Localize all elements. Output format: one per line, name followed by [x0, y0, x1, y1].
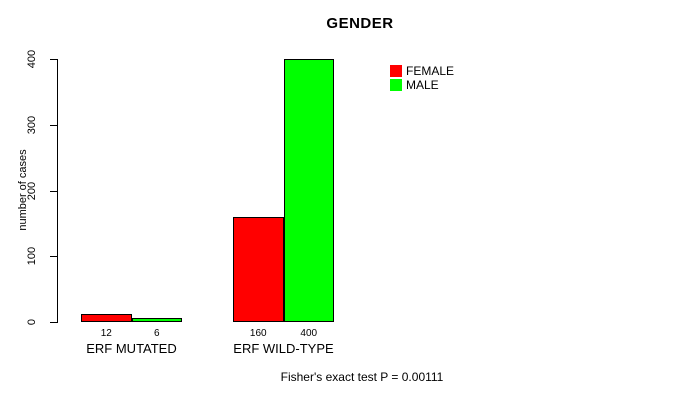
annotation-fisher-test: Fisher's exact test P = 0.00111 — [280, 370, 444, 384]
chart-title: GENDER — [326, 15, 394, 32]
x-category-label: ERF MUTATED — [86, 341, 177, 356]
y-tick-label: 400 — [26, 49, 38, 69]
y-axis-tick — [50, 255, 57, 257]
y-axis-tick — [50, 321, 57, 323]
bar-value-label: 6 — [153, 328, 160, 339]
bar-erf-mutated-female — [81, 314, 132, 322]
bar-erf-mutated-male — [131, 318, 182, 322]
y-axis-tick — [50, 124, 57, 126]
bar-value-label: 400 — [300, 328, 318, 339]
bar-value-label: 160 — [249, 328, 267, 339]
bar-erf-wild-type-female — [233, 217, 284, 322]
legend-item-female: FEMALE — [390, 63, 455, 78]
y-axis-line — [57, 59, 58, 323]
y-tick-label: 100 — [26, 246, 38, 266]
y-tick-label: 0 — [26, 318, 38, 326]
y-tick-label: 200 — [26, 181, 38, 201]
bar-value-label: 12 — [100, 328, 112, 339]
female-color-swatch — [390, 64, 402, 77]
y-axis-tick — [50, 190, 57, 192]
legend-label-male: MALE — [406, 77, 439, 92]
bar-erf-wild-type-male — [283, 59, 334, 322]
legend: FEMALE MALE — [390, 64, 454, 92]
legend-label-female: FEMALE — [406, 63, 455, 78]
male-color-swatch — [390, 78, 402, 91]
y-axis-tick — [50, 58, 57, 60]
y-tick-label: 300 — [26, 115, 38, 135]
legend-item-male: MALE — [390, 77, 454, 92]
x-category-label: ERF WILD-TYPE — [233, 341, 334, 356]
